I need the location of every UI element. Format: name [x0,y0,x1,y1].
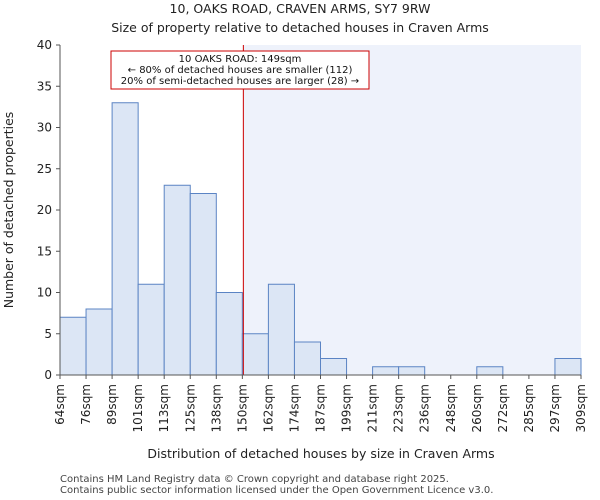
y-tick-label: 25 [37,162,52,176]
bar-297sqm [554,358,582,376]
annotation-line-2: ← 80% of detached houses are smaller (11… [128,65,353,76]
y-tick-label: 15 [37,244,52,258]
x-tick-label: 285sqm [522,384,536,432]
y-ticks: 0 5 10 15 20 25 30 35 40 [37,38,60,382]
x-tick-label: 187sqm [314,384,328,432]
y-tick-label: 30 [37,121,52,135]
x-tick-label: 64sqm [53,384,67,425]
bar-76sqm [85,308,113,376]
x-tick-label: 309sqm [574,384,588,432]
x-tick-label: 211sqm [366,384,380,432]
chart-subtitle: Size of property relative to detached ho… [111,20,489,35]
bar-150sqm [241,333,269,376]
y-axis-label: Number of detached properties [1,112,16,309]
x-tick-label: 125sqm [183,384,197,432]
x-tick-label: 272sqm [496,384,510,432]
bar-113sqm [163,184,191,376]
x-tick-label: 297sqm [548,384,562,432]
x-tick-label: 223sqm [392,384,406,432]
footer-line-2: Contains public sector information licen… [60,485,493,496]
bar-101sqm [137,283,165,376]
x-tick-label: 248sqm [444,384,458,432]
x-tick-label: 260sqm [470,384,484,432]
x-tick-label: 199sqm [340,384,354,432]
bar-260sqm [476,366,504,376]
bar-64sqm [59,316,87,376]
x-tick-label: 76sqm [79,384,93,425]
bar-174sqm [293,341,322,376]
bar-89sqm [111,102,139,376]
x-tick-label: 113sqm [157,384,171,432]
x-tick-label: 236sqm [418,384,432,432]
annotation-box: 10 OAKS ROAD: 149sqm ← 80% of detached h… [110,50,370,90]
y-tick-label: 5 [44,327,52,341]
x-tick-label: 101sqm [131,384,145,432]
x-tick-label: 174sqm [287,384,301,432]
y-tick-label: 35 [37,79,52,93]
x-tick-label: 138sqm [209,384,223,432]
chart-title: 10, OAKS ROAD, CRAVEN ARMS, SY7 9RW [170,1,431,16]
highlight-region [243,45,581,375]
bar-187sqm [320,358,348,376]
annotation-line-3: 20% of semi-detached houses are larger (… [121,76,359,87]
footer-line-1: Contains HM Land Registry data © Crown c… [60,474,449,485]
bar-223sqm [398,366,426,376]
bar-138sqm [215,292,243,376]
annotation-line-1: 10 OAKS ROAD: 149sqm [179,54,302,65]
bar-211sqm [372,366,400,376]
x-tick-label: 89sqm [105,384,119,425]
annotation-rect [110,50,370,90]
y-tick-label: 0 [44,368,52,382]
y-tick-label: 20 [37,203,52,217]
bar-125sqm [189,193,217,376]
x-tick-label: 162sqm [261,384,275,432]
y-tick-label: 40 [37,38,52,52]
x-axis-label: Distribution of detached houses by size … [147,446,494,461]
x-tick-label: 150sqm [235,384,249,432]
bars [59,102,582,376]
bar-162sqm [267,283,295,376]
y-tick-label: 10 [37,286,52,300]
x-ticks: 64sqm 76sqm 89sqm 101sqm 113sqm 125sqm 138sqm 1… [53,375,588,432]
